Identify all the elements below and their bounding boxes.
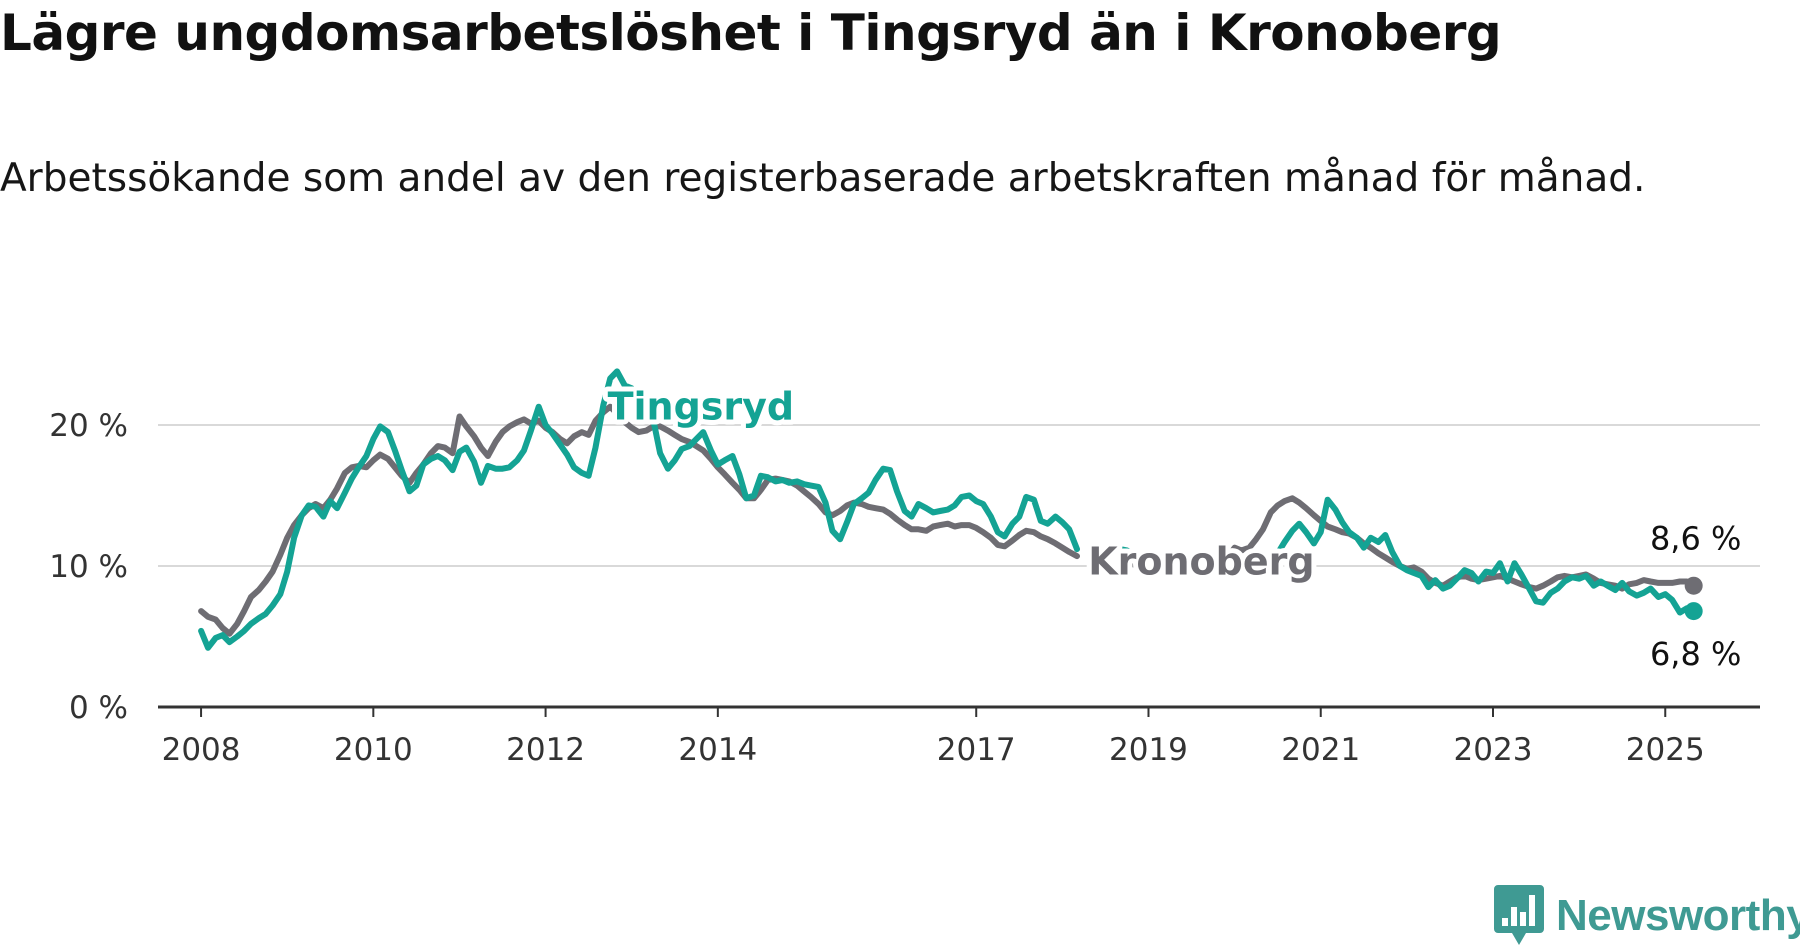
chart-title: Lägre ungdomsarbetslöshet i Tingsryd än …: [0, 4, 1502, 62]
tingsryd-line: [1117, 546, 1137, 558]
kronoberg-line: [1117, 554, 1145, 571]
grid-lines: [158, 424, 1760, 567]
tingsryd-end-label: 6,8 %: [1650, 635, 1741, 673]
tingsryd-line: [1266, 496, 1697, 616]
kronoberg-end-point: [1684, 576, 1703, 595]
y-tick-label: 10 %: [49, 549, 128, 585]
y-tick-label: 0 %: [69, 690, 128, 726]
series-labels: Tingsryd Kronoberg 8,6 % 6,8 %: [603, 379, 1742, 673]
x-axis-ticks: 2008 2010 2012 2014 2017 2019 2021 2023 2025: [158, 705, 1760, 768]
newsworthy-logo-icon: [1494, 885, 1544, 945]
x-tick-label: 2025: [1626, 732, 1705, 768]
x-tick-label: 2014: [678, 732, 757, 768]
x-tick-label: 2008: [162, 732, 241, 768]
tingsryd-end-point: [1684, 602, 1703, 621]
kronoberg-end-label: 8,6 %: [1650, 520, 1741, 558]
x-tick-label: 2021: [1281, 732, 1360, 768]
newsworthy-brand: Newsworthy: [1494, 880, 1800, 952]
x-tick-label: 2010: [334, 732, 413, 768]
x-tick-label: 2012: [506, 732, 585, 768]
tingsryd-series-label: Tingsryd: [608, 384, 795, 428]
series-lines: [198, 368, 1703, 651]
y-tick-label: 20 %: [49, 408, 128, 444]
y-axis-ticks: 0 % 10 % 20 %: [49, 408, 128, 726]
x-tick-label: 2017: [937, 732, 1016, 768]
kronoberg-line: [198, 403, 1080, 637]
chart-subtitle: Arbetssökande som andel av den registerb…: [0, 156, 1646, 201]
x-tick-label: 2019: [1109, 732, 1188, 768]
x-tick-label: 2023: [1454, 732, 1533, 768]
kronoberg-series-label: Kronoberg: [1088, 539, 1314, 583]
tingsryd-line: [198, 368, 1080, 651]
brand-name: Newsworthy: [1556, 891, 1800, 940]
